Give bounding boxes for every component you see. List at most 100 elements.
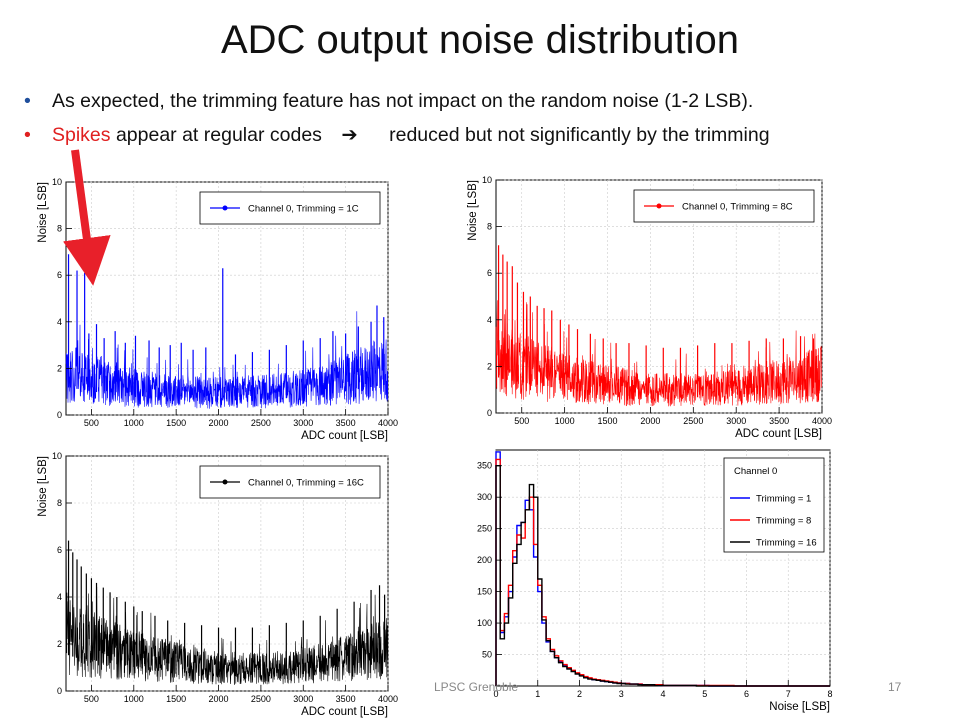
bullet-item: • As expected, the trimming feature has … [22,86,952,120]
noise-chart-trimming-16c: 500 1000 1500 2000 2500 3000 3500 4000 0 2 4 6 8 10 AD… [30,446,400,720]
x-tick-label: 3 [619,689,624,699]
y-tick-label: 2 [57,639,62,649]
x-tick-label: 500 [84,418,99,428]
y-tick-label: 8 [487,222,492,232]
series-line [495,300,823,407]
legend-label: Channel 0, Trimming = 1C [248,204,359,215]
x-tick-label: 4000 [378,418,398,428]
y-tick-label: 300 [477,492,492,502]
x-tick-label: 2 [577,689,582,699]
footer-page-number: 17 [888,680,902,694]
bullet-dot-icon: • [24,90,31,112]
bullet-highlight-word: Spikes [52,124,111,146]
x-tick-label: 4000 [812,416,832,426]
x-axis-label: Noise [LSB] [769,701,830,713]
x-tick-label: 5 [702,689,707,699]
x-tick-label: 1000 [555,416,575,426]
bullet-text-after-arrow: reduced but not significantly by the tri… [389,124,770,146]
y-tick-label: 6 [57,545,62,555]
y-tick-label: 250 [477,524,492,534]
y-tick-label: 2 [57,363,62,373]
legend: Channel 0, Trimming = 8C [633,189,815,223]
y-tick-label: 350 [477,461,492,471]
y-tick-label: 0 [487,408,492,418]
noise-histogram-chart: 0 1 2 3 4 5 6 7 8 50 100 150 200 250 300 350 Noise [LSB]… [458,440,838,718]
x-tick-label: 1000 [124,418,144,428]
x-tick-label: 2500 [251,694,271,704]
y-tick-label: 100 [477,618,492,628]
bullet-item: • Spikes appear at regular codes ➔ reduc… [22,120,952,154]
y-tick-label: 4 [57,317,62,327]
legend: Channel 0 Trimming = 1 Trimming = 8 Trimmin… [723,457,825,553]
y-tick-label: 8 [57,498,62,508]
x-tick-label: 8 [827,689,832,699]
x-tick-label: 7 [786,689,791,699]
bullet-text: As expected, the trimming feature has no… [52,90,754,112]
y-tick-label: 50 [482,650,492,660]
legend: Channel 0, Trimming = 16C [199,465,381,499]
y-tick-label: 6 [487,268,492,278]
legend-label: Trimming = 16 [756,538,817,549]
x-tick-label: 500 [84,694,99,704]
legend-header: Channel 0 [734,466,777,477]
right-arrow-icon: ➔ [341,124,358,146]
legend-label: Trimming = 1 [756,494,811,505]
x-tick-label: 1500 [166,418,186,428]
noise-chart-svg: 500 1000 1500 2000 2500 3000 3500 4000 0 2 4 6 8 10 AD… [37,177,398,442]
x-tick-label: 1500 [598,416,618,426]
x-tick-label: 1000 [124,694,144,704]
y-axis-label: Noise [LSB] [467,180,479,241]
y-tick-label: 2 [487,361,492,371]
x-tick-label: 3000 [293,694,313,704]
y-tick-label: 4 [487,315,492,325]
noise-chart-trimming-1c: 500 1000 1500 2000 2500 3000 3500 4000 0 2 4 6 8 10 AD… [30,170,400,445]
legend-dot-marker [222,205,228,211]
y-tick-label: 10 [482,175,492,185]
y-tick-label: 8 [57,224,62,234]
x-axis-label: ADC count [LSB] [735,428,822,440]
x-tick-label: 1500 [166,694,186,704]
x-tick-label: 1 [535,689,540,699]
x-tick-label: 3500 [336,694,356,704]
legend-label: Channel 0, Trimming = 8C [682,202,793,213]
y-tick-label: 200 [477,555,492,565]
x-tick-label: 3000 [293,418,313,428]
x-tick-label: 3000 [726,416,746,426]
series-line [65,311,389,409]
x-tick-label: 3500 [336,418,356,428]
legend-dot-marker [222,479,228,485]
series-line [65,550,389,685]
y-axis-label: Noise [LSB] [37,182,49,243]
y-tick-label: 10 [52,451,62,461]
x-axis-label: ADC count [LSB] [301,430,388,442]
footer-organization: LPSC Grenoble [434,680,519,694]
noise-chart-trimming-8c: 500 1000 1500 2000 2500 3000 3500 4000 0 2 4 6 8 10 AD… [458,170,838,445]
y-axis-label: Noise [LSB] [37,456,49,517]
x-tick-label: 2500 [683,416,703,426]
bullet-text: appear at regular codes [110,124,322,146]
y-tick-label: 10 [52,177,62,187]
y-tick-label: 0 [57,686,62,696]
histogram-series [495,465,830,687]
bullet-dot-icon: • [24,124,31,146]
x-tick-label: 0 [493,689,498,699]
x-tick-label: 2000 [640,416,660,426]
x-tick-label: 4 [660,689,665,699]
y-tick-label: 150 [477,587,492,597]
x-tick-label: 3500 [769,416,789,426]
y-tick-label: 6 [57,270,62,280]
x-tick-label: 2000 [209,418,229,428]
noise-histogram-svg: 0 1 2 3 4 5 6 7 8 50 100 150 200 250 300 350 Noise [LSB]… [477,449,833,713]
y-tick-label: 4 [57,592,62,602]
x-tick-label: 4000 [378,694,398,704]
x-tick-label: 500 [514,416,529,426]
bullet-list: • As expected, the trimming feature has … [22,86,952,154]
legend-label: Channel 0, Trimming = 16C [248,478,364,489]
noise-chart-svg: 500 1000 1500 2000 2500 3000 3500 4000 0 2 4 6 8 10 AD… [467,175,832,440]
noise-chart-svg: 500 1000 1500 2000 2500 3000 3500 4000 0 2 4 6 8 10 AD… [37,451,398,718]
y-tick-label: 0 [57,410,62,420]
slide-title: ADC output noise distribution [220,18,740,62]
x-tick-label: 2500 [251,418,271,428]
legend-label: Trimming = 8 [756,516,811,527]
legend-box [723,457,825,553]
